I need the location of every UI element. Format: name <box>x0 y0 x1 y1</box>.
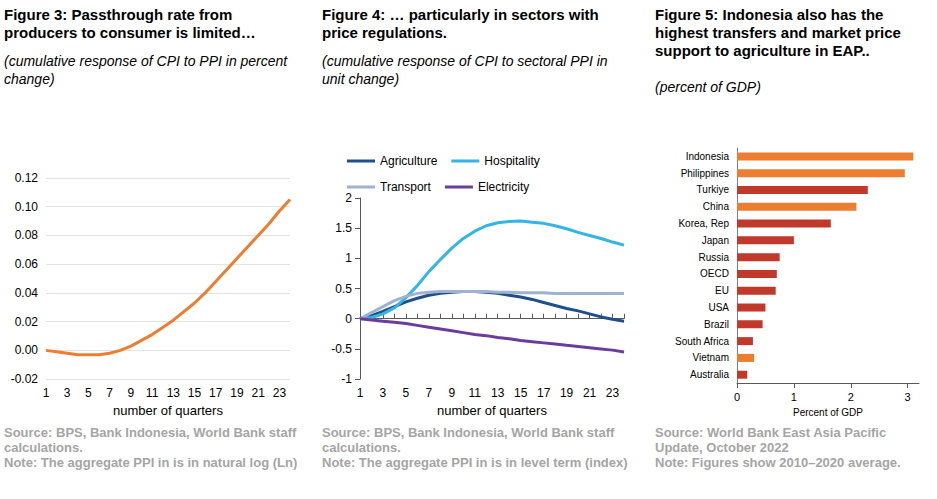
html-text:Figure 5: Indonesia also has t: Figure 5: Indonesia also has the highest… <box>655 6 901 59</box>
svg-text:11: 11 <box>146 386 159 400</box>
svg-text:9: 9 <box>128 386 135 400</box>
svg-text:Hospitality: Hospitality <box>484 154 539 168</box>
svg-text:Australia: Australia <box>690 369 729 380</box>
svg-text:15: 15 <box>188 386 202 400</box>
svg-text:1: 1 <box>43 386 50 400</box>
svg-text:13: 13 <box>167 386 181 400</box>
svg-text:-0.5: -0.5 <box>331 342 352 356</box>
svg-text:1: 1 <box>345 251 352 265</box>
svg-text:Japan: Japan <box>702 235 729 246</box>
svg-text:15: 15 <box>514 386 528 400</box>
svg-text:5: 5 <box>403 386 410 400</box>
svg-text:Percent of GDP: Percent of GDP <box>793 407 863 418</box>
html-text:Note: The aggregate PPI in is: Note: The aggregate PPI in is in natural… <box>4 455 298 470</box>
svg-text:0.10: 0.10 <box>15 200 39 214</box>
svg-text:21: 21 <box>583 386 597 400</box>
svg-text:3: 3 <box>64 386 71 400</box>
svg-text:South Africa: South Africa <box>675 336 729 347</box>
svg-text:9: 9 <box>448 386 455 400</box>
svg-text:0.12: 0.12 <box>15 171 39 185</box>
svg-text:7: 7 <box>106 386 113 400</box>
html-text:Figure 3: Passthrough rate fro: Figure 3: Passthrough rate from producer… <box>4 6 256 41</box>
svg-text:2: 2 <box>848 391 854 403</box>
html-text:Figure 4: … particularly in se: Figure 4: … particularly in sectors with… <box>322 6 599 41</box>
svg-text:0.5: 0.5 <box>335 282 352 296</box>
svg-text:Vietnam: Vietnam <box>692 352 729 363</box>
svg-text:-0.02: -0.02 <box>11 372 39 386</box>
svg-text:0.06: 0.06 <box>15 257 39 271</box>
svg-text:13: 13 <box>491 386 505 400</box>
svg-text:1: 1 <box>357 386 364 400</box>
svg-text:Transport: Transport <box>380 180 432 194</box>
svg-text:3: 3 <box>905 391 911 403</box>
svg-text:Indonesia: Indonesia <box>686 151 730 162</box>
svg-text:19: 19 <box>560 386 574 400</box>
html-text:Source: BPS, Bank Indonesia, W: Source: BPS, Bank Indonesia, World Bank … <box>322 425 615 455</box>
svg-text:3: 3 <box>380 386 387 400</box>
svg-text:0: 0 <box>734 391 740 403</box>
svg-text:1.5: 1.5 <box>335 221 352 235</box>
svg-text:OECD: OECD <box>700 268 729 279</box>
html-text:(cumulative response of CPI to: (cumulative response of CPI to PPI in pe… <box>4 53 288 87</box>
svg-text:number of quarters: number of quarters <box>437 403 547 418</box>
svg-text:Turkiye: Turkiye <box>697 184 730 195</box>
svg-text:23: 23 <box>273 386 287 400</box>
svg-text:USA: USA <box>708 302 729 313</box>
svg-text:17: 17 <box>537 386 551 400</box>
html-text:Source: World Bank East Asia P: Source: World Bank East Asia Pacific Upd… <box>655 425 887 455</box>
svg-text:2: 2 <box>345 191 352 205</box>
svg-text:11: 11 <box>469 386 482 400</box>
svg-text:Brazil: Brazil <box>704 319 729 330</box>
svg-text:Philippines: Philippines <box>681 168 729 179</box>
html-text:Note: The aggregate PPI in is: Note: The aggregate PPI in is in level t… <box>322 455 628 470</box>
svg-text:0: 0 <box>345 312 352 326</box>
svg-text:17: 17 <box>209 386 223 400</box>
svg-text:0.04: 0.04 <box>15 286 39 300</box>
html-text:(cumulative response of CPI to: (cumulative response of CPI to sectoral … <box>322 53 608 87</box>
svg-text:1: 1 <box>791 391 797 403</box>
svg-text:0.00: 0.00 <box>15 343 39 357</box>
svg-text:-1: -1 <box>341 372 352 386</box>
svg-text:Electricity: Electricity <box>478 180 529 194</box>
html-text:(percent of GDP): (percent of GDP) <box>655 79 761 95</box>
svg-text:China: China <box>703 201 730 212</box>
svg-text:7: 7 <box>426 386 433 400</box>
svg-text:19: 19 <box>230 386 244 400</box>
svg-text:5: 5 <box>85 386 92 400</box>
svg-text:23: 23 <box>606 386 620 400</box>
svg-text:0.08: 0.08 <box>15 228 39 242</box>
svg-text:Korea, Rep: Korea, Rep <box>678 218 729 229</box>
html-text:Source: BPS, Bank Indonesia, W: Source: BPS, Bank Indonesia, World Bank … <box>4 425 297 455</box>
html-text:Note: Figures show 2010–2020 a: Note: Figures show 2010–2020 average. <box>655 455 901 470</box>
svg-text:Russia: Russia <box>698 252 729 263</box>
svg-text:EU: EU <box>715 285 729 296</box>
svg-text:Agriculture: Agriculture <box>380 154 438 168</box>
svg-text:number of quarters: number of quarters <box>113 403 223 418</box>
svg-text:21: 21 <box>251 386 265 400</box>
svg-text:0.02: 0.02 <box>15 315 39 329</box>
